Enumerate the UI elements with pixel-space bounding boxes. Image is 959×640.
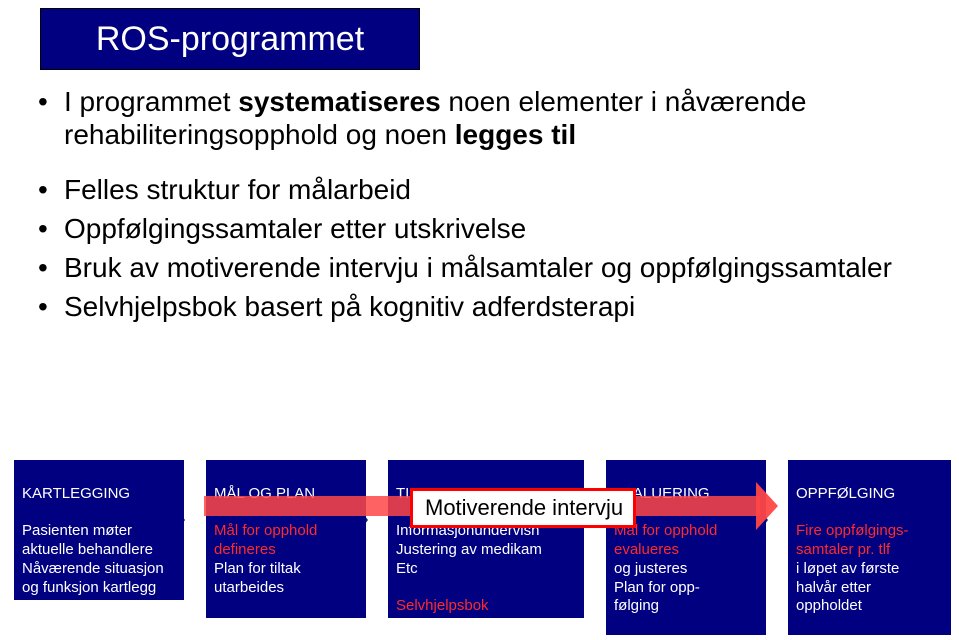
bullet-4: Bruk av motiverende intervju i målsamtal… <box>38 251 918 284</box>
flow-row: KARTLEGGING Pasienten møter aktuelle beh… <box>16 460 946 630</box>
flow-box-oppfolging: OPPFØLGING Fire oppfølgings- samtaler pr… <box>788 460 951 635</box>
bullet-1: I programmet systematiseres noen element… <box>38 85 918 151</box>
title-text: ROS-programmet <box>96 20 364 59</box>
flow-5-heading: OPPFØLGING <box>796 485 943 504</box>
flow-3-body: Informasjonundervisn Justering av medika… <box>396 522 576 578</box>
bullet-1-b2: legges til <box>455 119 576 150</box>
flow-1-body: Pasienten møter aktuelle behandlere Nåvæ… <box>22 522 164 595</box>
flow-2-red: Mål for opphold defineres <box>214 522 317 558</box>
flow-5-red: Fire oppfølgings- samtaler pr. tlf <box>796 522 909 558</box>
bullet-2: Felles struktur for målarbeid <box>38 173 918 206</box>
flow-3-red: Selvhjelpsbok <box>396 597 489 614</box>
overlay-mi-text: Motiverende intervju <box>425 495 623 520</box>
title-box: ROS-programmet <box>40 8 420 70</box>
bullet-1-t1: I programmet <box>64 86 238 117</box>
bullet-list: I programmet systematiseres noen element… <box>38 85 918 329</box>
flow-box-evaluering: EVALUERING Mål for opphold evalueres og … <box>606 460 766 635</box>
flow-box-kartlegging: KARTLEGGING Pasienten møter aktuelle beh… <box>14 460 184 600</box>
bullet-5: Selvhjelpsbok basert på kognitiv adferds… <box>38 290 918 323</box>
flow-1-heading: KARTLEGGING <box>22 485 176 504</box>
long-red-arrow-head <box>756 482 778 530</box>
flow-5-body: i løpet av første halvår etter oppholdet <box>796 560 943 616</box>
bullet-3: Oppfølgingssamtaler etter utskrivelse <box>38 212 918 245</box>
flow-box-mal-og-plan: MÅL OG PLAN Mål for opphold defineres Pl… <box>206 460 366 618</box>
flow-box-tiltak: TILTAK Informasjonundervisn Justering av… <box>388 460 584 618</box>
overlay-motiverende-intervju: Motiverende intervju <box>410 488 636 528</box>
flow-2-body: Plan for tiltak utarbeides <box>214 560 358 598</box>
flow-4-body: og justeres Plan for opp- følging <box>614 560 758 616</box>
bullet-1-b1: systematiseres <box>238 86 440 117</box>
slide: ROS-programmet I programmet systematiser… <box>0 0 959 640</box>
